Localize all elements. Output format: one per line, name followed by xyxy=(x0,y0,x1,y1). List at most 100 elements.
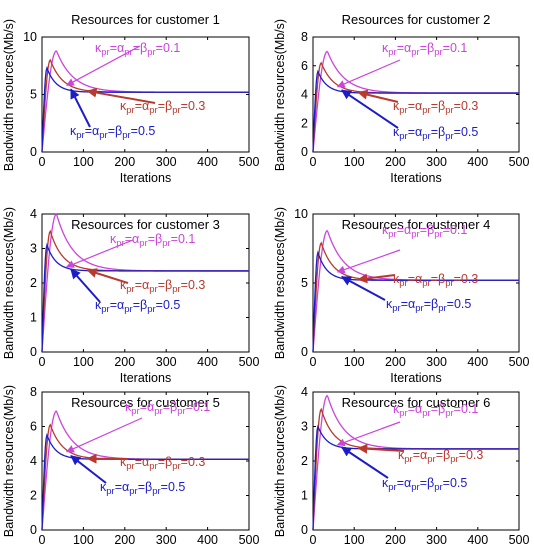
annotation-arrow-k03 xyxy=(86,268,129,284)
x-tick-label: 500 xyxy=(239,155,260,169)
y-tick-label: 2 xyxy=(301,116,308,130)
y-tick-label: 1 xyxy=(30,311,37,325)
y-tick-label: 6 xyxy=(30,420,37,434)
x-tick-label: 300 xyxy=(156,533,177,547)
y-tick-label: 0 xyxy=(30,145,37,159)
x-tick-label: 500 xyxy=(509,355,530,369)
annotation-arrow-k01 xyxy=(65,45,141,86)
x-tick-label: 300 xyxy=(426,355,447,369)
y-tick-label: 2 xyxy=(30,276,37,290)
annotation-arrow-k03 xyxy=(86,87,156,104)
y-tick-label: 8 xyxy=(30,385,37,399)
panel-title: Resources for customer 3 xyxy=(71,217,220,232)
y-tick-label: 6 xyxy=(301,59,308,73)
annotation-label-k01: κpr=αpr=βpr=0.1 xyxy=(95,41,180,58)
x-tick-label: 400 xyxy=(197,155,218,169)
y-tick-label: 0 xyxy=(30,523,37,537)
y-tick-label: 0 xyxy=(30,345,37,359)
x-tick-label: 300 xyxy=(156,355,177,369)
y-axis-label: Bandwidth resources(Mb/s) xyxy=(2,207,16,359)
annotation-arrow-k01 xyxy=(336,59,401,88)
annotation-label-k03: κpr=αpr=βpr=0.3 xyxy=(120,278,205,295)
x-tick-label: 0 xyxy=(310,355,317,369)
panel-title: Resources for customer 6 xyxy=(342,395,491,410)
x-axis-label: Iterations xyxy=(120,371,171,385)
x-tick-label: 400 xyxy=(197,355,218,369)
x-tick-label: 100 xyxy=(73,155,94,169)
annotation-label-k05: κpr=αpr=βpr=0.5 xyxy=(70,124,155,141)
panel-6: 0 100 200 300 400 500 0 1 2 3 4 Resources for custo… xyxy=(273,385,529,550)
x-tick-label: 100 xyxy=(73,533,94,547)
annotation-arrow-k05 xyxy=(70,268,101,303)
x-tick-label: 400 xyxy=(467,355,488,369)
x-tick-label: 200 xyxy=(385,155,406,169)
x-tick-label: 500 xyxy=(509,533,530,547)
y-tick-label: 4 xyxy=(301,385,308,399)
annotation-arrow-k03 xyxy=(357,89,399,103)
x-tick-label: 400 xyxy=(197,533,218,547)
x-tick-label: 400 xyxy=(467,155,488,169)
y-tick-label: 10 xyxy=(23,30,37,44)
x-tick-label: 200 xyxy=(114,533,135,547)
panel-title: Resources for customer 1 xyxy=(71,12,220,27)
annotation-label-k05: κpr=αpr=βpr=0.5 xyxy=(95,298,180,315)
x-tick-label: 0 xyxy=(39,155,46,169)
annotation-label-k03: κpr=αpr=βpr=0.3 xyxy=(120,99,205,116)
annotation-label-k03: κpr=αpr=βpr=0.3 xyxy=(393,272,478,289)
x-axis-label: Iterations xyxy=(390,371,441,385)
y-tick-label: 5 xyxy=(30,88,37,102)
x-axis-label: Iterations xyxy=(120,171,171,185)
annotation-label-k03: κpr=αpr=βpr=0.3 xyxy=(398,448,483,465)
x-tick-label: 400 xyxy=(467,533,488,547)
y-tick-label: 10 xyxy=(294,207,308,221)
panel-title: Resources for customer 5 xyxy=(71,395,220,410)
annotation-arrow-k05 xyxy=(70,88,91,128)
y-axis-label: Bandwidth resources(Mb/s) xyxy=(2,385,16,537)
x-tick-label: 100 xyxy=(344,155,365,169)
panel-title: Resources for customer 4 xyxy=(342,217,491,232)
annotation-arrow-k05 xyxy=(70,455,107,484)
y-tick-label: 4 xyxy=(30,207,37,221)
panel-title: Resources for customer 2 xyxy=(342,12,491,27)
x-tick-label: 300 xyxy=(426,155,447,169)
annotation-label-k05: κpr=αpr=βpr=0.5 xyxy=(382,476,467,493)
x-tick-label: 300 xyxy=(426,533,447,547)
annotation-arrow-k01 xyxy=(336,421,401,447)
x-tick-label: 500 xyxy=(239,533,260,547)
annotation-label-k05: κpr=αpr=βpr=0.5 xyxy=(393,125,478,142)
y-tick-label: 0 xyxy=(301,345,308,359)
annotation-label-k01: κpr=αpr=βpr=0.1 xyxy=(382,223,467,240)
x-tick-label: 200 xyxy=(114,355,135,369)
x-tick-label: 500 xyxy=(239,355,260,369)
annotation-label-k01: κpr=αpr=βpr=0.1 xyxy=(393,402,478,419)
y-tick-label: 3 xyxy=(30,242,37,256)
panel-4: 0 100 200 300 400 500 0 5 10 Resources for custom… xyxy=(273,207,529,385)
annotation-label-k01: κpr=αpr=βpr=0.1 xyxy=(382,41,467,58)
x-tick-label: 0 xyxy=(39,533,46,547)
annotation-arrow-k01 xyxy=(65,417,143,453)
annotation-arrow-k03 xyxy=(357,273,396,284)
y-tick-label: 3 xyxy=(301,420,308,434)
y-tick-label: 5 xyxy=(301,276,308,290)
x-tick-label: 300 xyxy=(156,155,177,169)
y-axis-label: Bandwidth resources(Mb/s) xyxy=(273,207,287,359)
annotation-label-k03: κpr=αpr=βpr=0.3 xyxy=(120,455,205,472)
y-tick-label: 2 xyxy=(301,454,308,468)
x-tick-label: 200 xyxy=(385,355,406,369)
panel-3: 0 100 200 300 400 500 0 1 2 3 4 Resources for custo… xyxy=(2,207,259,385)
y-axis-label: Bandwidth resources(Mb/s) xyxy=(273,19,287,171)
y-axis-label: Bandwidth resources(Mb/s) xyxy=(2,19,16,171)
series-line-k01 xyxy=(312,229,519,353)
x-tick-label: 0 xyxy=(39,355,46,369)
annotation-arrow-k05 xyxy=(341,446,389,479)
annotation-arrow-k03 xyxy=(357,443,405,454)
x-tick-label: 100 xyxy=(344,533,365,547)
annotation-arrow-k01 xyxy=(65,239,134,268)
x-tick-label: 200 xyxy=(385,533,406,547)
x-axis-label: Iterations xyxy=(390,171,441,185)
y-tick-label: 8 xyxy=(301,30,308,44)
x-tick-label: 0 xyxy=(310,155,317,169)
x-tick-label: 0 xyxy=(310,533,317,547)
x-tick-label: 100 xyxy=(344,355,365,369)
